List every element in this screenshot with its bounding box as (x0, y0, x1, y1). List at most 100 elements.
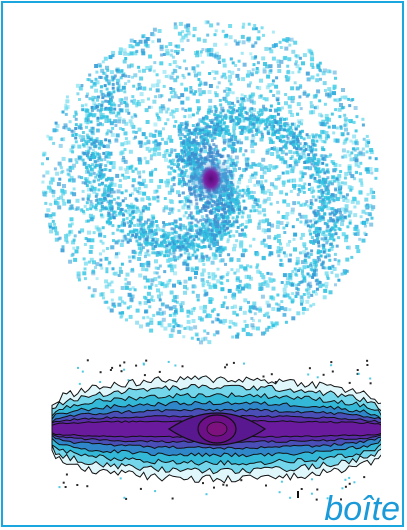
particle (96, 128, 100, 132)
particle (218, 319, 223, 324)
particle (75, 83, 80, 88)
particle (76, 246, 80, 250)
bar-particle (181, 159, 185, 162)
particle (270, 223, 275, 228)
arm-particle (170, 246, 174, 250)
particle (344, 171, 349, 176)
arm-particle (229, 138, 233, 142)
particle (233, 168, 237, 173)
arm-particle (232, 220, 236, 224)
particle (314, 290, 317, 293)
particle (200, 337, 205, 342)
arm-particle (188, 228, 192, 232)
particle (239, 147, 243, 151)
particle (301, 306, 306, 311)
bar-particle (226, 154, 230, 158)
arm-particle (82, 144, 86, 148)
arm-particle (132, 230, 136, 233)
particle (355, 200, 360, 205)
particle (203, 329, 207, 333)
particle (167, 254, 170, 258)
arm-particle (98, 165, 102, 169)
arm-particle (234, 202, 238, 206)
arm-particle (85, 94, 89, 98)
particle (238, 149, 242, 153)
particle (335, 126, 339, 130)
particle (186, 195, 191, 199)
particle (164, 283, 169, 288)
particle (345, 246, 349, 249)
particle (347, 169, 352, 173)
arm-particle (196, 148, 200, 151)
particle (246, 97, 251, 102)
arm-particle (245, 112, 249, 116)
particle (163, 326, 168, 331)
particle (195, 333, 199, 337)
particle (155, 253, 159, 257)
particle (49, 180, 53, 185)
particle (304, 202, 308, 206)
particle (93, 103, 97, 107)
particle (168, 207, 173, 212)
particle (358, 189, 363, 194)
arm-particle (241, 97, 245, 101)
arm-particle (140, 232, 143, 236)
arm-particle (88, 129, 92, 133)
particle (318, 61, 322, 65)
particle (184, 67, 188, 71)
arm-particle (87, 149, 91, 153)
particle (55, 171, 60, 176)
arm-particle (99, 76, 103, 79)
particle (352, 120, 356, 124)
particle (265, 64, 270, 69)
arm-particle (334, 224, 338, 228)
particle (105, 267, 109, 271)
arm-particle (311, 275, 315, 279)
arm-particle (249, 209, 253, 213)
particle (271, 82, 275, 86)
particle (321, 71, 326, 76)
particle (319, 77, 322, 81)
particle (232, 310, 237, 315)
arm-particle (119, 88, 123, 92)
arm-particle (195, 135, 198, 139)
arm-particle (324, 188, 328, 192)
arm-particle (153, 244, 157, 248)
bar-particle (190, 216, 194, 220)
particle (224, 42, 228, 46)
particle (165, 223, 169, 226)
particle (329, 90, 333, 94)
particle (290, 86, 295, 91)
particle (171, 71, 175, 75)
particle (201, 48, 205, 51)
particle (122, 118, 126, 122)
arm-particle (139, 216, 143, 220)
particle (306, 134, 311, 139)
arm-particle (182, 223, 185, 227)
particle (318, 121, 322, 125)
arm-particle (240, 141, 244, 145)
particle (264, 229, 268, 232)
bar-particle (205, 219, 208, 222)
arm-particle (322, 206, 326, 210)
particle (61, 245, 65, 249)
arm-particle (120, 208, 124, 212)
particle (123, 175, 127, 180)
arm-particle (305, 133, 309, 137)
bar-particle (188, 162, 192, 166)
particle (299, 214, 304, 219)
particle (120, 262, 124, 266)
particle (230, 135, 234, 138)
particle (153, 189, 158, 194)
particle (367, 141, 371, 144)
particle (259, 78, 263, 83)
particle (227, 288, 232, 293)
particle (291, 49, 296, 54)
particle (290, 95, 295, 100)
particle (196, 64, 200, 68)
arm-particle (315, 226, 319, 230)
bar-particle (215, 203, 219, 207)
arm-particle (138, 219, 142, 223)
arm-particle (319, 250, 323, 254)
bar-particle (195, 202, 199, 206)
